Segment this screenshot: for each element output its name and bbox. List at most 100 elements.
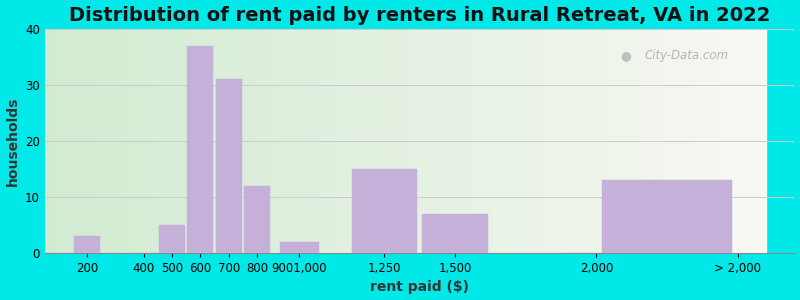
Bar	[676, 29, 680, 253]
Bar	[294, 29, 298, 253]
Bar	[265, 29, 269, 253]
Bar	[650, 29, 654, 253]
Bar	[52, 29, 56, 253]
Bar	[78, 29, 81, 253]
Bar	[416, 29, 420, 253]
Bar	[716, 29, 719, 253]
Bar	[442, 29, 445, 253]
Bar	[643, 29, 647, 253]
Bar	[380, 29, 384, 253]
Bar	[510, 29, 514, 253]
Bar	[658, 29, 662, 253]
Bar	[709, 29, 712, 253]
Bar	[74, 29, 78, 253]
Bar	[434, 29, 438, 253]
Bar	[622, 29, 626, 253]
Bar	[85, 29, 88, 253]
Bar	[56, 29, 59, 253]
Bar	[305, 29, 308, 253]
Bar	[128, 29, 131, 253]
Bar	[485, 29, 489, 253]
Bar	[102, 29, 106, 253]
Bar	[614, 29, 618, 253]
Bar	[308, 29, 312, 253]
Bar	[352, 169, 417, 253]
Bar	[391, 29, 394, 253]
Bar	[430, 29, 434, 253]
Bar	[362, 29, 366, 253]
Bar	[702, 29, 705, 253]
Bar	[745, 29, 748, 253]
Bar	[672, 29, 676, 253]
Bar	[712, 29, 716, 253]
Bar	[358, 29, 362, 253]
Bar	[341, 29, 344, 253]
Bar	[489, 29, 492, 253]
Bar	[81, 29, 85, 253]
Bar	[561, 29, 564, 253]
Bar	[564, 29, 568, 253]
Bar	[669, 29, 672, 253]
Bar	[525, 29, 528, 253]
Bar	[187, 46, 214, 253]
Bar	[315, 29, 319, 253]
Bar	[229, 29, 232, 253]
Bar	[131, 29, 135, 253]
Title: Distribution of rent paid by renters in Rural Retreat, VA in 2022: Distribution of rent paid by renters in …	[69, 6, 770, 25]
Bar	[243, 29, 247, 253]
Bar	[138, 29, 142, 253]
Bar	[225, 29, 229, 253]
Bar	[683, 29, 687, 253]
Text: City-Data.com: City-Data.com	[645, 49, 729, 62]
Bar	[611, 29, 614, 253]
Bar	[409, 29, 413, 253]
Bar	[236, 29, 240, 253]
Bar	[279, 29, 283, 253]
Bar	[66, 29, 70, 253]
Bar	[647, 29, 650, 253]
Bar	[719, 29, 723, 253]
Bar	[394, 29, 398, 253]
Bar	[207, 29, 210, 253]
Bar	[662, 29, 665, 253]
Bar	[600, 29, 604, 253]
Bar	[568, 29, 571, 253]
Bar	[694, 29, 698, 253]
Bar	[70, 29, 74, 253]
Bar	[705, 29, 709, 253]
Bar	[546, 29, 550, 253]
Bar	[319, 29, 322, 253]
Bar	[593, 29, 597, 253]
Bar	[159, 225, 185, 253]
Bar	[602, 180, 732, 253]
Bar	[496, 29, 499, 253]
Bar	[665, 29, 669, 253]
Bar	[762, 29, 766, 253]
Bar	[449, 29, 452, 253]
Bar	[214, 29, 218, 253]
Bar	[640, 29, 643, 253]
Bar	[189, 29, 193, 253]
Bar	[196, 29, 200, 253]
Bar	[387, 29, 391, 253]
Bar	[460, 29, 463, 253]
Bar	[74, 236, 100, 253]
Text: ●: ●	[620, 49, 631, 62]
Bar	[413, 29, 416, 253]
Bar	[690, 29, 694, 253]
Bar	[427, 29, 430, 253]
Bar	[467, 29, 470, 253]
Bar	[752, 29, 755, 253]
Bar	[142, 29, 146, 253]
Bar	[698, 29, 702, 253]
Bar	[250, 29, 254, 253]
Bar	[503, 29, 506, 253]
Bar	[326, 29, 330, 253]
Bar	[153, 29, 157, 253]
Bar	[604, 29, 607, 253]
Bar	[607, 29, 611, 253]
Bar	[114, 29, 117, 253]
Bar	[586, 29, 590, 253]
Bar	[218, 29, 222, 253]
Bar	[406, 29, 409, 253]
